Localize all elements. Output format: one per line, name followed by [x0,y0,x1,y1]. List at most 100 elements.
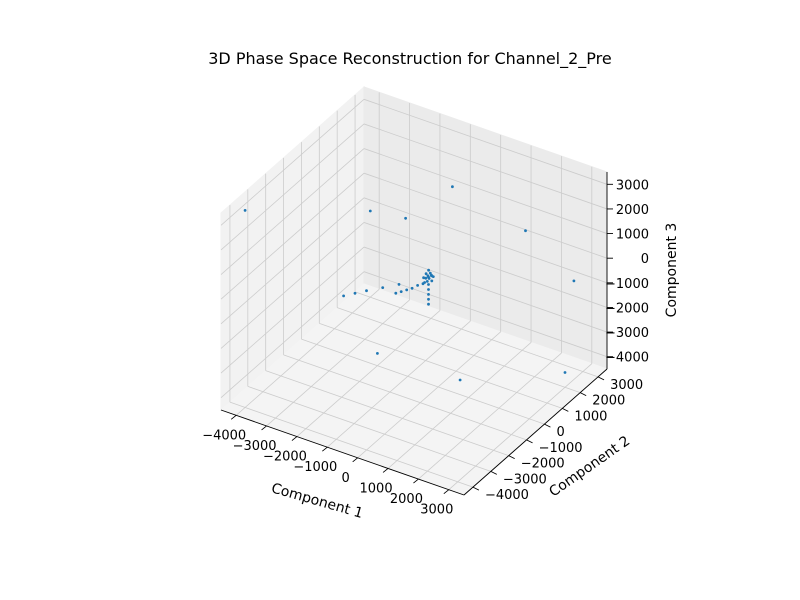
data-point [405,288,409,292]
data-point [563,371,567,374]
x-tick-label: −3000 [233,439,277,454]
grid-line-z [363,222,608,308]
y-tick-mark [544,423,551,428]
grid-line-y [283,354,527,441]
grid-line-z [363,172,608,259]
grid-line-y [319,322,563,409]
grid-line-x [327,320,471,448]
x-tick-label: 3000 [420,503,453,518]
y-tick-mark [526,439,533,444]
data-point [421,282,425,286]
x-tick-mark [413,478,419,484]
data-point [422,276,425,280]
data-point [427,302,430,306]
y-tick-mark [490,470,498,475]
grid-line-z [220,148,365,275]
data-point [404,216,407,220]
grid-line-x [296,310,441,437]
grid-line-z [363,197,608,284]
data-point [428,271,432,275]
grid-line-y [229,401,474,488]
grid-lines [220,92,608,490]
grid-line-z [220,246,365,374]
data-point [427,288,430,291]
chart-title: 3D Phase Space Reconstruction for Channe… [208,49,612,69]
grid-line-z [363,98,608,185]
data-point [376,352,379,355]
data-point [572,279,576,283]
data-point [381,286,385,289]
z-tick-label: 2000 [616,203,649,218]
x-tick-label: −2000 [263,450,307,465]
data-point [425,280,429,283]
z-tick-label: −2000 [605,301,649,316]
data-point [458,378,462,382]
data-point [353,291,357,295]
x-tick-label: −4000 [202,428,246,443]
y-tick-label: 0 [556,425,564,440]
y-tick-mark [562,407,569,412]
grid-line-y [247,385,491,472]
y-tick-mark [472,486,480,491]
y-tick-label: −2000 [521,457,565,472]
grid-line-x [418,352,562,480]
x-tick-mark [382,468,389,473]
axis-ticks: −4000−3000−2000−10000100020003000−4000−3… [202,172,649,518]
z-tick-label: −3000 [605,326,649,341]
data-point [397,283,401,286]
x-tick-mark [443,489,450,495]
y-tick-label: 1000 [574,409,607,424]
data-point [430,273,433,277]
grid-line-z [363,246,608,333]
y-tick-label: −3000 [503,472,547,487]
grid-line-z [363,271,608,358]
data-point [427,297,430,301]
grid-line-x [235,289,380,416]
y-tick-label: 2000 [592,394,625,409]
y-axis-line [463,368,608,496]
data-point [399,290,403,293]
grid-line-z [363,123,608,210]
axis-panes [220,85,608,496]
data-point [368,209,372,213]
z-tick-label: −1000 [605,277,649,292]
grid-line-x [448,363,593,490]
x-tick-mark [291,436,298,441]
grid-line-x [357,331,501,459]
z-tick-label: 1000 [616,228,649,243]
y-tick-mark [579,392,587,397]
data-point [524,229,527,233]
grid-line-z [220,123,365,251]
data-point [427,268,430,272]
z-tick-label: −4000 [605,351,649,366]
x-tick-mark [261,425,267,431]
data-points [243,185,576,382]
data-point [365,289,368,293]
data-point [451,185,454,189]
y-tick-label: −1000 [539,441,583,456]
x-tick-label: 2000 [390,492,423,507]
data-point [427,277,431,280]
data-point [424,276,428,280]
x-tick-label: 0 [342,471,350,486]
data-point [342,294,345,298]
grid-line-z [220,197,365,325]
x-tick-label: 1000 [360,481,393,496]
grid-line-z [220,172,365,300]
z-axis-label: Component 3 [664,223,680,318]
grid-line-z [220,271,365,398]
z-tick-label: 3000 [616,178,649,193]
x-tick-mark [230,414,237,420]
x-tick-mark [352,457,358,463]
grid-line-x [387,342,532,469]
grid-line-y [301,338,545,425]
x-axis-line [220,409,465,496]
data-point [430,279,434,283]
z-tick-label: 0 [641,252,649,267]
grid-line-z [220,99,365,226]
data-point [426,274,430,278]
data-point [427,283,430,286]
data-point [416,284,419,287]
y-tick-mark [597,376,605,381]
